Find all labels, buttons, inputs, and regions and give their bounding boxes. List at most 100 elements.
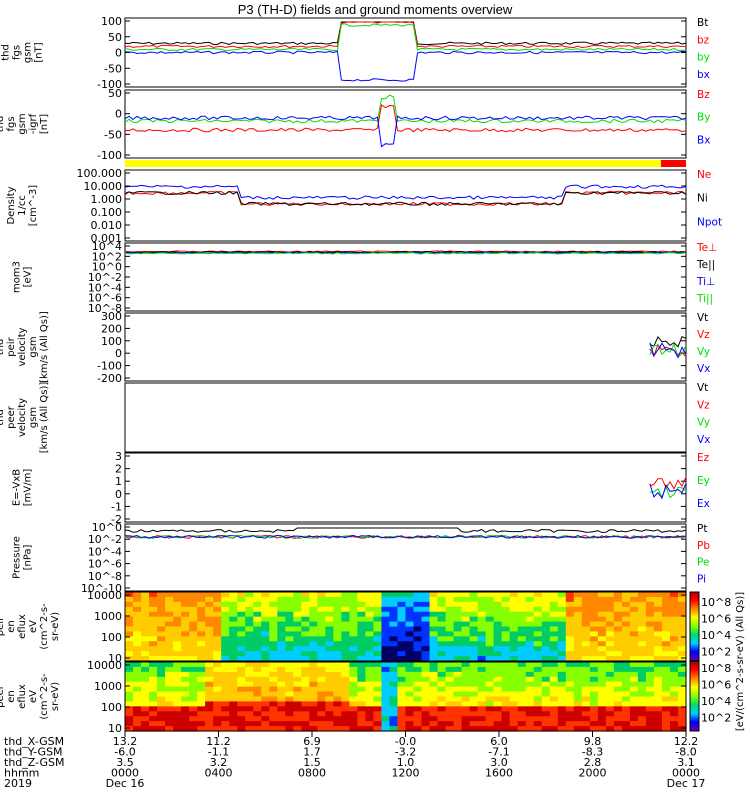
spectrogram-cell — [149, 671, 158, 678]
spectrogram-cell — [325, 706, 334, 712]
spectrogram-cell — [141, 596, 150, 603]
spectrogram-cell — [149, 646, 158, 652]
spectrogram-cell — [669, 636, 679, 642]
spectrogram-cell — [429, 641, 439, 647]
spectrogram-cell — [677, 666, 687, 673]
spectrogram-cell — [285, 716, 294, 722]
spectrogram-cell — [661, 721, 671, 727]
spectrogram-cell — [557, 606, 567, 613]
spectrogram-cell — [141, 641, 150, 647]
spectrogram-cell — [269, 662, 278, 668]
panel-7 — [124, 452, 687, 523]
spectrogram-cell — [477, 686, 487, 693]
spectrogram-cell — [413, 711, 423, 717]
spectrogram-cell — [589, 641, 599, 647]
spectrogram-cell — [637, 726, 647, 732]
spectrogram-cell — [597, 701, 607, 707]
spectrogram-cell — [493, 611, 503, 618]
spectrogram-cell — [173, 681, 182, 688]
spectrogram-cell — [197, 606, 206, 613]
spectrogram-cell — [261, 676, 270, 683]
spectrogram-cell — [333, 636, 342, 642]
spectrogram-cell — [613, 606, 623, 613]
spectrogram-cell — [293, 721, 302, 727]
spectrogram-cell — [637, 711, 647, 717]
spectrogram-cell — [285, 641, 294, 647]
spectrogram-cell — [197, 701, 206, 707]
spectrogram-cell — [413, 596, 423, 603]
spectrogram-cell — [677, 706, 687, 712]
spectrogram-cell — [381, 621, 391, 628]
spectrogram-cell — [245, 681, 254, 688]
spectrogram-cell — [125, 631, 134, 637]
y-axis-label: sr-eV) — [50, 682, 61, 711]
spectrogram-cell — [293, 616, 302, 623]
spectrogram-cell — [469, 631, 479, 637]
spectrogram-cell — [509, 656, 519, 662]
spectrogram-cell — [285, 726, 294, 732]
spectrogram-cell — [581, 666, 591, 673]
spectrogram-cell — [581, 646, 591, 652]
spectrogram-cell — [493, 601, 503, 608]
spectrogram-cell — [477, 636, 487, 642]
spectrogram-cell — [309, 681, 318, 688]
spectrogram-cell — [293, 592, 302, 598]
spectrogram-cell — [157, 681, 166, 688]
spectrogram-cell — [621, 691, 631, 698]
spectrogram-cell — [565, 611, 575, 618]
spectrogram-cell — [341, 596, 350, 603]
y-tick-label: -50 — [104, 62, 122, 75]
spectrogram-cell — [173, 662, 182, 668]
spectrogram-cell — [253, 616, 262, 623]
spectrogram-cell — [605, 716, 615, 722]
spectrogram-cell — [229, 666, 238, 673]
spectrogram-cell — [237, 716, 246, 722]
spectrogram-cell — [669, 626, 679, 633]
spectrogram-cell — [525, 701, 535, 707]
spectrogram-cell — [501, 681, 511, 688]
spectrogram-cell — [221, 596, 230, 603]
spectrogram-cell — [213, 662, 222, 668]
spectrogram-cell — [621, 626, 631, 633]
spectrogram-cell — [437, 651, 447, 657]
spectrogram-cell — [229, 681, 238, 688]
spectrogram-cell — [653, 616, 663, 623]
spectrogram-cell — [509, 666, 519, 673]
spectrogram-cell — [557, 671, 567, 678]
spectrogram-cell — [221, 696, 230, 703]
spectrogram-cell — [277, 606, 286, 613]
spectrogram-cell — [213, 681, 222, 688]
spectrogram-cell — [677, 686, 687, 693]
spectrogram-cell — [357, 706, 367, 712]
legend-entry: Vx — [697, 434, 710, 446]
spectrogram-cell — [653, 651, 663, 657]
spectrogram-cell — [205, 681, 214, 688]
spectrogram-cell — [357, 686, 367, 693]
y-axis-label: thd — [0, 409, 6, 426]
spectrogram-cell — [237, 676, 246, 683]
legend-entry: Vx — [697, 363, 710, 375]
spectrogram-cell — [349, 646, 359, 652]
spectrogram-cell — [549, 651, 559, 657]
spectrogram-cell — [637, 716, 647, 722]
spectrogram-cell — [277, 631, 286, 637]
spectrogram-cell — [605, 711, 615, 717]
spectrogram-cell — [349, 616, 359, 623]
spectrogram-cell — [181, 676, 190, 683]
spectrogram-cell — [589, 626, 599, 633]
spectrogram-cell — [341, 701, 350, 707]
spectrogram-cell — [549, 691, 559, 698]
spectrogram-cell — [485, 636, 495, 642]
spectrogram-cell — [581, 636, 591, 642]
spectrogram-cell — [645, 662, 655, 668]
spectrogram-cell — [157, 706, 166, 712]
spectrogram-cell — [445, 636, 455, 642]
spectrogram-cell — [677, 611, 687, 618]
spectrogram-cell — [637, 696, 647, 703]
spectrogram-cell — [173, 646, 182, 652]
y-tick-label: 10.000 — [84, 180, 123, 193]
spectrogram-cell — [197, 651, 206, 657]
spectrogram-cell — [173, 626, 182, 633]
spectrogram-cell — [389, 646, 399, 652]
spectrogram-cell — [605, 646, 615, 652]
